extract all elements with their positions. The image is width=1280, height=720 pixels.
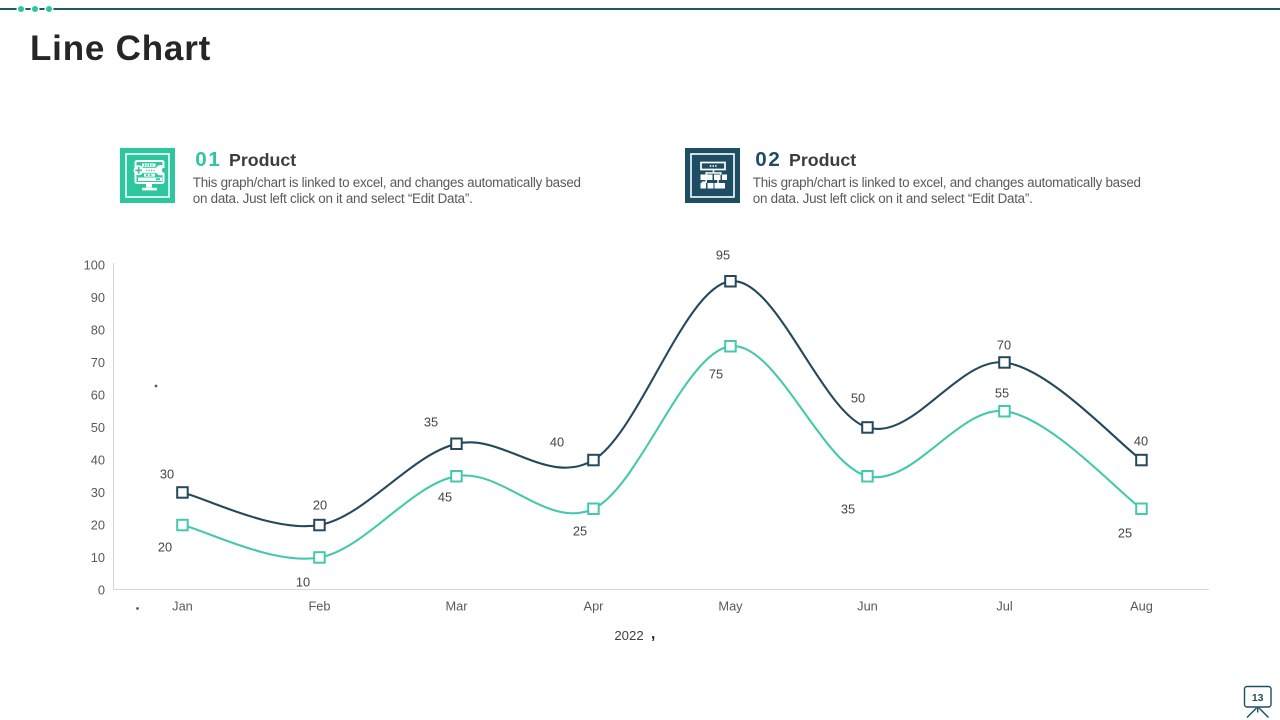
svg-text:40: 40	[91, 452, 105, 467]
svg-text:2022: 2022	[614, 628, 643, 643]
svg-text:20: 20	[91, 517, 105, 532]
svg-text:30: 30	[91, 485, 105, 500]
svg-text:Jan: Jan	[172, 599, 193, 614]
svg-text:35: 35	[841, 501, 855, 516]
svg-text:20: 20	[313, 497, 327, 512]
svg-text:Apr: Apr	[584, 599, 605, 614]
svg-text:90: 90	[91, 290, 105, 305]
svg-text:Feb: Feb	[308, 599, 330, 614]
svg-text:,: ,	[651, 626, 655, 643]
svg-text:30: 30	[160, 466, 174, 481]
svg-text:13: 13	[1252, 692, 1264, 704]
svg-text:60: 60	[91, 387, 105, 402]
svg-text:40: 40	[1134, 433, 1148, 448]
svg-text:0: 0	[98, 582, 105, 597]
svg-text:20: 20	[158, 539, 172, 554]
svg-text:35: 35	[424, 414, 438, 429]
svg-text:Aug: Aug	[1130, 599, 1153, 614]
svg-text:100: 100	[84, 257, 105, 272]
svg-text:40: 40	[550, 434, 564, 449]
svg-text:70: 70	[997, 337, 1011, 352]
svg-text:95: 95	[716, 247, 730, 262]
svg-text:Jun: Jun	[857, 599, 878, 614]
svg-text:80: 80	[91, 322, 105, 337]
svg-text:25: 25	[573, 523, 587, 538]
svg-text:Jul: Jul	[996, 599, 1012, 614]
svg-text:75: 75	[709, 366, 723, 381]
svg-text:May: May	[718, 599, 743, 614]
svg-text:50: 50	[851, 390, 865, 405]
svg-text:10: 10	[91, 550, 105, 565]
svg-text:45: 45	[438, 489, 452, 504]
svg-text:50: 50	[91, 420, 105, 435]
svg-text:10: 10	[296, 574, 310, 589]
svg-text:70: 70	[91, 355, 105, 370]
svg-text:Mar: Mar	[445, 599, 468, 614]
svg-text:55: 55	[995, 385, 1009, 400]
svg-text:25: 25	[1118, 525, 1132, 540]
